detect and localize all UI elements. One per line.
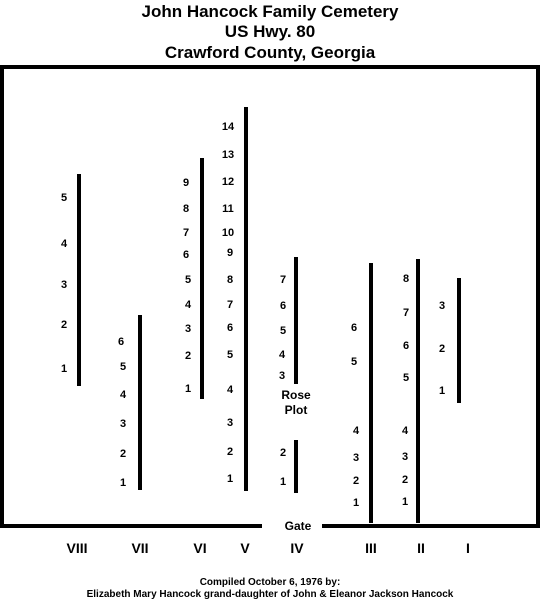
rose-plot-label-line1: Rose xyxy=(281,388,311,402)
grave-ii-1: 1 xyxy=(401,496,409,508)
grave-viii-5: 5 xyxy=(60,192,68,204)
row-label-ii: II xyxy=(417,540,425,556)
grave-vii-4: 4 xyxy=(119,389,127,401)
grave-i-2: 2 xyxy=(438,343,446,355)
grave-ii-3: 3 xyxy=(401,451,409,463)
grave-v-11: 11 xyxy=(222,203,234,215)
row-label-v: V xyxy=(240,540,250,556)
grave-vi-2: 2 xyxy=(184,350,192,362)
grave-ii-8: 8 xyxy=(402,273,410,285)
grave-viii-2: 2 xyxy=(60,319,68,331)
grave-iv-4: 4 xyxy=(278,349,286,361)
grave-v-2: 2 xyxy=(226,446,234,458)
grave-v-3: 3 xyxy=(226,417,234,429)
grave-iii-4: 4 xyxy=(352,425,360,437)
diagram-title: John Hancock Family Cemetery xyxy=(141,2,399,21)
grave-v-5: 5 xyxy=(226,349,234,361)
grave-vi-1: 1 xyxy=(184,383,192,395)
grave-viii-4: 4 xyxy=(60,238,68,250)
grave-vi-4: 4 xyxy=(184,299,192,311)
grave-vii-6: 6 xyxy=(117,336,125,348)
row-label-vi: VI xyxy=(193,540,207,556)
grave-iv-1: 1 xyxy=(279,476,287,488)
grave-iii-5: 5 xyxy=(350,356,358,368)
rose-plot-label-line2: Plot xyxy=(284,403,308,417)
grave-v-4: 4 xyxy=(226,384,234,396)
grave-vii-5: 5 xyxy=(119,361,127,373)
grave-iii-1: 1 xyxy=(352,497,360,509)
grave-ii-4: 4 xyxy=(401,425,409,437)
grave-iii-6: 6 xyxy=(350,322,358,334)
grave-iii-2: 2 xyxy=(352,475,360,487)
grave-iv-5: 5 xyxy=(279,325,287,337)
grave-v-12: 12 xyxy=(221,176,235,188)
grave-vii-2: 2 xyxy=(119,448,127,460)
grave-ii-7: 7 xyxy=(402,307,410,319)
grave-viii-1: 1 xyxy=(60,363,68,375)
grave-v-9: 9 xyxy=(226,247,234,259)
grave-iv-7: 7 xyxy=(279,274,287,286)
row-label-iii: III xyxy=(365,540,377,556)
grave-vi-8: 8 xyxy=(182,203,190,215)
grave-i-3: 3 xyxy=(438,300,446,312)
grave-v-7: 7 xyxy=(226,299,234,311)
row-label-viii: VIII xyxy=(66,540,88,556)
grave-viii-3: 3 xyxy=(60,279,68,291)
grave-iv-2: 2 xyxy=(279,447,287,459)
grave-iii-3: 3 xyxy=(352,452,360,464)
grave-vi-9: 9 xyxy=(182,177,190,189)
footer-author: Elizabeth Mary Hancock grand-daughter of… xyxy=(86,589,454,600)
grave-i-1: 1 xyxy=(438,385,446,397)
footer-compiled-date: Compiled October 6, 1976 by: xyxy=(199,577,341,588)
grave-vi-3: 3 xyxy=(184,323,192,335)
grave-v-8: 8 xyxy=(226,274,234,286)
diagram-subtitle-highway: US Hwy. 80 xyxy=(224,22,316,41)
grave-v-10: 10 xyxy=(221,227,235,239)
row-label-vii: VII xyxy=(131,540,149,556)
grave-v-14: 14 xyxy=(221,121,235,133)
grave-v-1: 1 xyxy=(226,473,234,485)
grave-vi-7: 7 xyxy=(182,227,190,239)
row-label-iv: IV xyxy=(290,540,304,556)
grave-iv-6: 6 xyxy=(279,300,287,312)
grave-v-13: 13 xyxy=(221,149,235,161)
gate-label: Gate xyxy=(284,519,312,533)
grave-vii-1: 1 xyxy=(119,477,127,489)
grave-ii-2: 2 xyxy=(401,474,409,486)
row-label-i: I xyxy=(466,540,470,556)
grave-v-6: 6 xyxy=(226,322,234,334)
grave-ii-5: 5 xyxy=(402,372,410,384)
grave-iv-3: 3 xyxy=(278,370,286,382)
grave-vii-3: 3 xyxy=(119,418,127,430)
grave-vi-5: 5 xyxy=(184,274,192,286)
grave-vi-6: 6 xyxy=(182,249,190,261)
grave-ii-6: 6 xyxy=(402,340,410,352)
diagram-subtitle-county: Crawford County, Georgia xyxy=(164,43,376,62)
